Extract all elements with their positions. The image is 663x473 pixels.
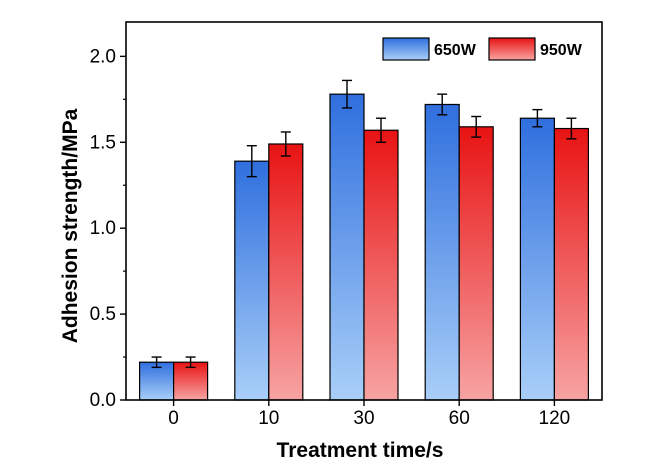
legend-swatch-950w — [488, 37, 536, 61]
error-bar-950w-30 — [376, 117, 386, 143]
legend-label-650w: 650W — [434, 42, 477, 59]
bar-950w-60 — [458, 126, 494, 401]
legend-label-950w: 950W — [540, 42, 583, 59]
y-tick-label-0.5: 0.5 — [90, 304, 116, 325]
error-bar-950w-10 — [280, 131, 291, 157]
error-bars-layer — [151, 79, 577, 369]
bar-650w-30 — [329, 93, 365, 401]
error-bar-950w-0 — [185, 356, 196, 369]
legend: 650W 950W — [382, 37, 583, 61]
error-bar-650w-120 — [532, 108, 543, 128]
y-tick-label-1.0: 1.0 — [90, 218, 116, 239]
bar-650w-60 — [424, 103, 460, 401]
x-tick-label-10: 10 — [258, 408, 279, 429]
error-bar-650w-10 — [246, 145, 257, 178]
bar-950w-30 — [363, 129, 399, 401]
x-tick-label-30: 30 — [353, 408, 374, 429]
x-tick-label-120: 120 — [539, 408, 571, 429]
error-bar-650w-60 — [437, 93, 448, 116]
bar-650w-10 — [234, 160, 270, 401]
y-tick-label-0.0: 0.0 — [90, 390, 116, 411]
bar-950w-10 — [268, 143, 304, 401]
x-tick-label-0: 0 — [168, 408, 179, 429]
error-bar-950w-120 — [566, 117, 577, 140]
y-tick-label-2.0: 2.0 — [90, 46, 116, 67]
x-tick-label-60: 60 — [449, 408, 470, 429]
error-bar-650w-30 — [342, 79, 352, 109]
axes-layer: 0 10 30 60 120 0.0 0.5 1.0 1.5 2.0 — [90, 46, 571, 429]
y-tick-label-1.5: 1.5 — [90, 132, 116, 153]
bar-650w-0 — [139, 361, 175, 401]
bar-950w-120 — [553, 127, 590, 401]
x-axis-title: Treatment time/s — [277, 439, 444, 462]
bar-650w-120 — [519, 117, 556, 401]
y-axis-title: Adhesion strength/MPa — [59, 108, 82, 343]
error-bar-950w-60 — [471, 115, 482, 138]
error-bar-650w-0 — [151, 356, 162, 369]
legend-swatch-650w — [382, 37, 430, 61]
bars-layer — [139, 93, 590, 401]
